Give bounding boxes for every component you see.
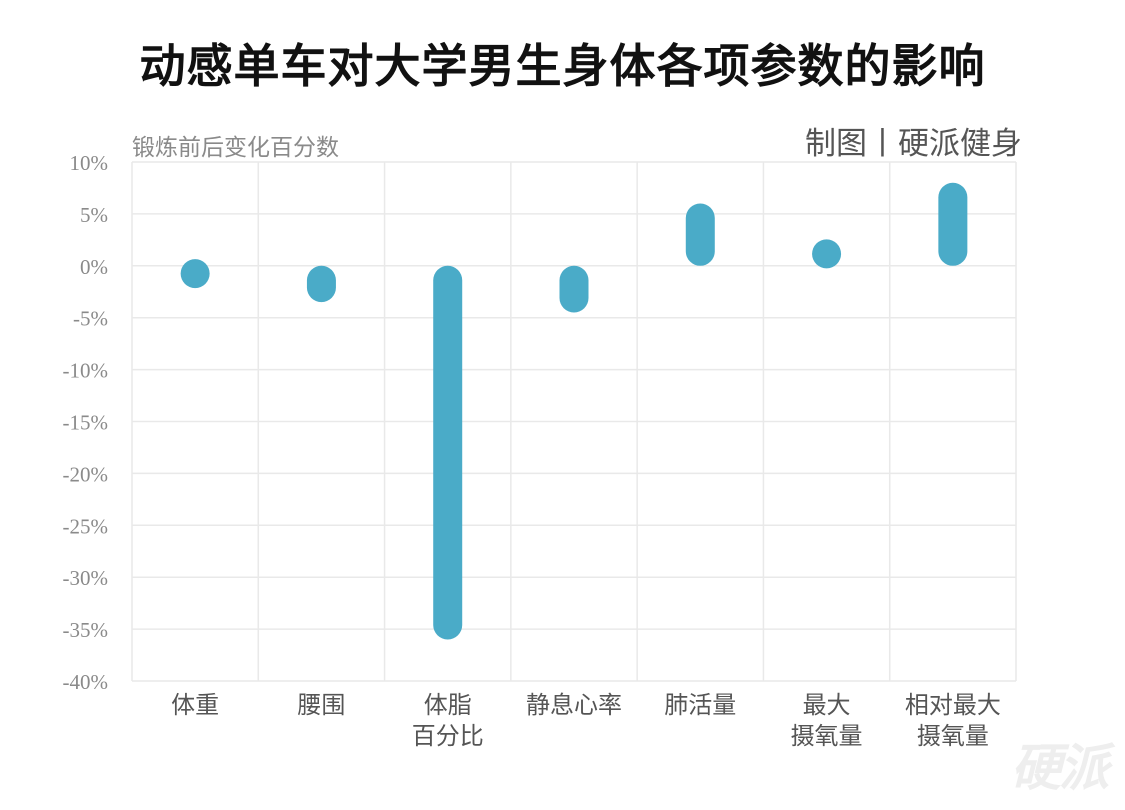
y-tick-label: -5%: [73, 307, 108, 331]
y-tick-label: -35%: [63, 618, 109, 642]
bar-1: [306, 265, 336, 303]
chart-credit: 制图丨硬派健身: [805, 126, 1022, 162]
y-tick-label: -20%: [63, 462, 109, 486]
y-tick-label: -15%: [63, 411, 109, 435]
bar-3: [559, 265, 589, 313]
x-tick-label: 体脂: [424, 691, 472, 719]
y-tick-label: 5%: [80, 203, 108, 227]
y-tick-label: -30%: [63, 566, 109, 590]
x-tick-label: 腰围: [297, 691, 345, 719]
watermark-logo: 硬派: [1011, 739, 1109, 797]
x-tick-label: 静息心率: [526, 691, 622, 719]
grid-lines: [131, 161, 1017, 682]
y-tick-label: -10%: [63, 359, 109, 383]
bar-6: [938, 182, 968, 266]
x-tick-label: 百分比: [412, 722, 484, 750]
y-tick-label: 10%: [70, 151, 109, 175]
bar-5: [812, 239, 842, 269]
chart-title: 动感单车对大学男生身体各项参数的影响: [139, 39, 986, 93]
x-tick-label: 相对最大: [905, 691, 1001, 719]
x-tick-label: 最大: [803, 691, 851, 719]
y-tick-label: -40%: [63, 670, 109, 694]
y-tick-label: 0%: [80, 255, 108, 279]
y-axis-label: 锻炼前后变化百分数: [132, 135, 339, 161]
x-tick-label: 摄氧量: [917, 722, 989, 750]
bar-0: [180, 259, 210, 289]
x-tick-label: 体重: [171, 691, 219, 719]
bar-2: [433, 265, 463, 640]
y-tick-label: -25%: [63, 514, 109, 538]
bar-4: [685, 203, 715, 266]
y-tick-labels: 10% 5% 0% -5% -10% -15% -20% -25% -30% -35% -40%: [63, 151, 109, 694]
data-bars: [180, 182, 968, 640]
x-tick-label: 摄氧量: [791, 722, 863, 750]
x-tick-label: 肺活量: [664, 691, 736, 719]
